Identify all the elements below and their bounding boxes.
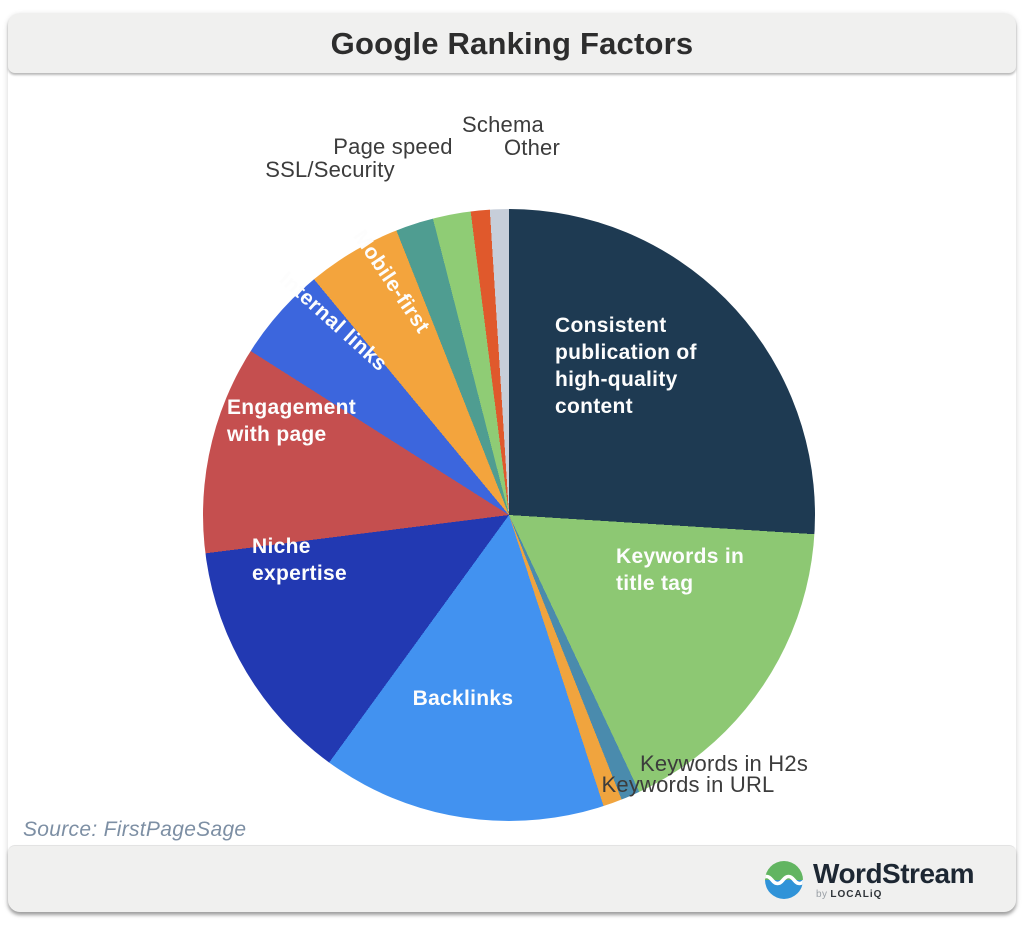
callout-label-ssl-security: SSL/Security (265, 157, 395, 182)
callout-label-other: Other (503, 135, 561, 160)
wordstream-logo: WordStream by LOCALiQ (764, 859, 974, 900)
brand-name: WordStream (813, 858, 974, 889)
callout-label-keywords-h2s: Keywords in H2s (639, 751, 809, 776)
pie-chart (203, 209, 815, 821)
logo-text: WordStream by LOCALiQ (813, 858, 974, 901)
slice-label-keywords-title-tag: Keywords in title tag (616, 545, 745, 595)
logo-green-half (765, 861, 804, 880)
callout-label-page-speed: Page speed (333, 134, 453, 159)
slice-label-niche-expertise: Niche expertise (252, 535, 347, 585)
slice-label-backlinks: Backlinks (412, 687, 514, 710)
byline-prefix: by (816, 889, 828, 900)
footer-bar: WordStream by LOCALiQ (8, 845, 1016, 912)
callout-label-keywords-url: Keywords in URL (601, 772, 775, 797)
brand-byline: by LOCALiQ (816, 889, 974, 900)
slice-label-engagement: Engagement with page (227, 396, 357, 446)
infographic-card: Google Ranking Factors Consistent public… (8, 13, 1016, 912)
header-bar: Google Ranking Factors (8, 13, 1016, 73)
callout-label-schema: Schema (462, 112, 544, 137)
chart-area: Consistent publication of high-quality c… (8, 73, 1016, 845)
wave-globe-icon (765, 861, 804, 899)
slice-label-consistent-publication: Consistent publication of high-quality c… (555, 314, 697, 418)
byline-brand: LOCALiQ (830, 889, 883, 900)
logo-blue-half (765, 880, 804, 899)
page-title: Google Ranking Factors (330, 26, 694, 61)
source-attribution: Source: FirstPageSage (23, 818, 247, 841)
